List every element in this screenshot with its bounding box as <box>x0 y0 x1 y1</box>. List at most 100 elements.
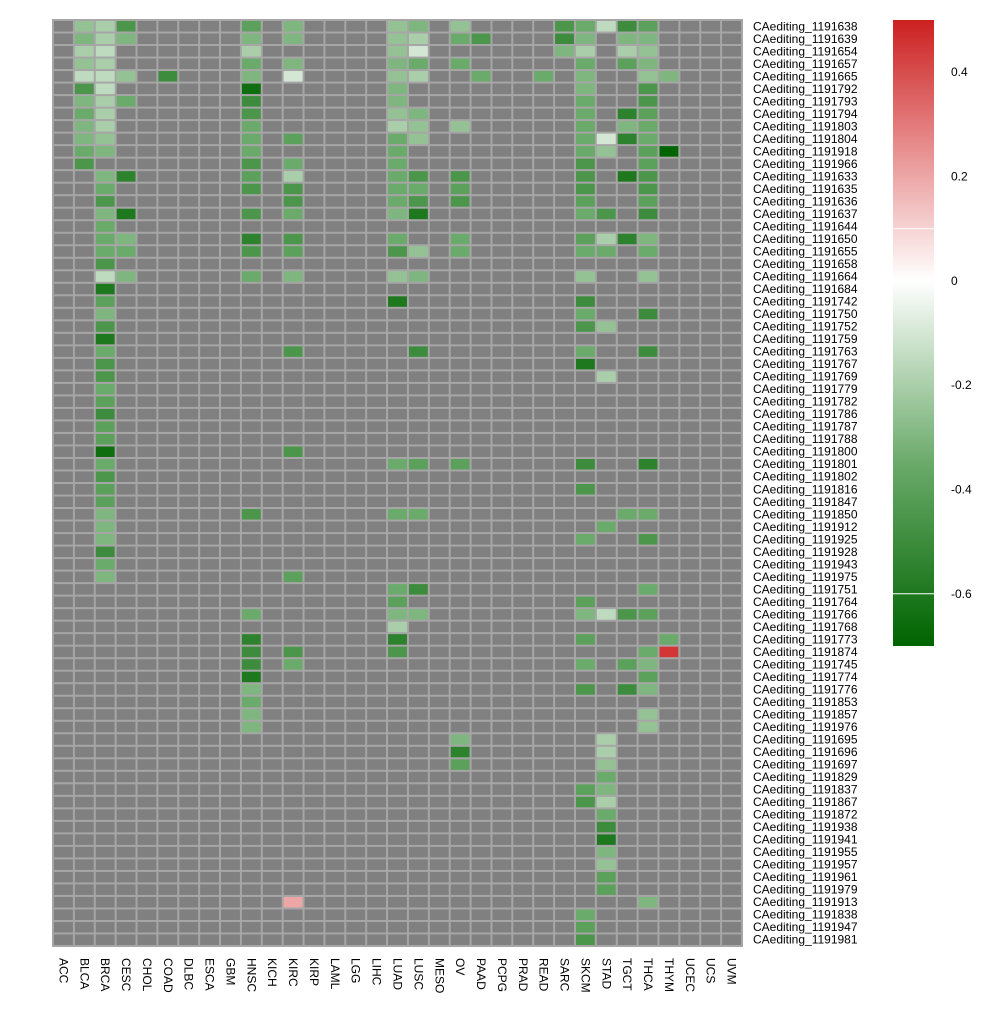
heatmap-cell-empty <box>722 534 741 545</box>
heatmap-cell <box>388 634 407 645</box>
heatmap-cell-empty <box>54 158 73 170</box>
heatmap-cell-empty <box>367 133 387 145</box>
heatmap-cell-empty <box>367 496 387 508</box>
heatmap-cell-empty <box>54 646 73 658</box>
heatmap-cell-empty <box>74 634 94 645</box>
heatmap-cell-empty <box>116 621 136 633</box>
heatmap-cell-empty <box>179 671 199 683</box>
heatmap-cell-empty <box>388 659 407 670</box>
heatmap-cell-empty <box>200 584 220 595</box>
heatmap-cell-empty <box>575 871 595 883</box>
heatmap-cell-empty <box>367 271 387 282</box>
heatmap-cell-empty <box>617 358 637 370</box>
heatmap-cell <box>95 484 115 495</box>
row-label: CAediting_1191975 <box>753 570 858 584</box>
heatmap-cell <box>241 158 261 170</box>
heatmap-cell-empty <box>513 621 533 633</box>
heatmap-cell-empty <box>617 396 637 407</box>
heatmap-cell-empty <box>408 96 428 107</box>
heatmap-cell-empty <box>471 333 491 345</box>
heatmap-cell-empty <box>200 171 220 182</box>
heatmap-cell-empty <box>74 759 94 770</box>
heatmap-cell-empty <box>617 96 637 107</box>
row-label: CAediting_1191955 <box>753 845 858 859</box>
heatmap-cell-empty <box>408 546 428 558</box>
heatmap-cell-empty <box>555 696 574 708</box>
heatmap-cell-empty <box>555 471 574 482</box>
heatmap-cell <box>95 296 115 307</box>
heatmap-cell-empty <box>596 283 616 295</box>
heatmap-cell-empty <box>429 171 449 182</box>
heatmap-cell-empty <box>408 471 428 482</box>
heatmap-cell-empty <box>241 196 261 207</box>
heatmap-cell-empty <box>513 571 533 583</box>
heatmap-cell-empty <box>722 846 741 858</box>
heatmap-cell-empty <box>492 859 512 870</box>
heatmap-cell-empty <box>116 133 136 145</box>
heatmap-cell-empty <box>262 171 282 182</box>
heatmap-cell-empty <box>367 71 387 82</box>
heatmap-cell-empty <box>555 246 574 257</box>
heatmap-cell-empty <box>701 433 721 445</box>
heatmap-cell-empty <box>367 646 387 658</box>
heatmap-cell-empty <box>492 584 512 595</box>
row-label: CAediting_1191838 <box>753 908 858 922</box>
heatmap-cell-empty <box>555 609 574 620</box>
heatmap-cell-empty <box>325 859 345 870</box>
heatmap-cell-empty <box>325 609 345 620</box>
heatmap-cell <box>555 33 574 45</box>
heatmap-cell-empty <box>346 721 366 733</box>
heatmap-cell-empty <box>158 821 178 833</box>
heatmap-cell-empty <box>221 83 240 95</box>
heatmap-cell <box>95 308 115 320</box>
heatmap-cell-empty <box>701 246 721 257</box>
heatmap-cell-empty <box>262 258 282 270</box>
heatmap-cell-empty <box>492 471 512 482</box>
heatmap-cell-empty <box>74 646 94 658</box>
heatmap-cell-empty <box>638 283 658 295</box>
heatmap-cell-empty <box>221 208 240 220</box>
heatmap-cell <box>408 58 428 70</box>
heatmap-cell <box>659 146 679 157</box>
heatmap-cell-empty <box>95 158 115 170</box>
heatmap-cell-empty <box>701 121 721 132</box>
heatmap-cell-empty <box>617 283 637 295</box>
heatmap-cell-empty <box>638 484 658 495</box>
heatmap-cell-empty <box>304 133 324 145</box>
heatmap-cell-empty <box>638 771 658 783</box>
heatmap-cell-empty <box>158 108 178 120</box>
heatmap-cell-empty <box>617 796 637 808</box>
heatmap-cell-empty <box>325 121 345 132</box>
heatmap-cell-empty <box>346 809 366 820</box>
heatmap-cell <box>575 71 595 82</box>
heatmap-cell-empty <box>388 809 407 820</box>
heatmap-cell-empty <box>325 408 345 420</box>
heatmap-cell-empty <box>283 884 303 895</box>
heatmap-cell-empty <box>74 671 94 683</box>
heatmap-cell-empty <box>555 183 574 195</box>
heatmap-cell <box>388 21 407 32</box>
heatmap-cell-empty <box>137 546 157 558</box>
heatmap-cell-empty <box>54 671 73 683</box>
heatmap-cell-empty <box>179 33 199 45</box>
heatmap-cell-empty <box>158 408 178 420</box>
heatmap-cell-empty <box>221 108 240 120</box>
heatmap-cell-empty <box>513 934 533 945</box>
heatmap-cell-empty <box>659 584 679 595</box>
heatmap-cell-empty <box>200 46 220 57</box>
heatmap-cell-empty <box>617 534 637 545</box>
heatmap-cell-empty <box>429 834 449 845</box>
heatmap-cell-empty <box>74 734 94 745</box>
heatmap-cell-empty <box>325 746 345 758</box>
heatmap-cell-empty <box>200 784 220 795</box>
heatmap-cell-empty <box>534 509 554 520</box>
heatmap-cell-empty <box>241 546 261 558</box>
column-label: PAAD <box>474 958 488 990</box>
heatmap-cell-empty <box>659 559 679 570</box>
heatmap-cell-empty <box>471 784 491 795</box>
heatmap-cell-empty <box>95 621 115 633</box>
heatmap-cell-empty <box>492 121 512 132</box>
heatmap-cell-empty <box>137 183 157 195</box>
heatmap-cell-empty <box>450 596 470 608</box>
heatmap-cell-empty <box>367 283 387 295</box>
